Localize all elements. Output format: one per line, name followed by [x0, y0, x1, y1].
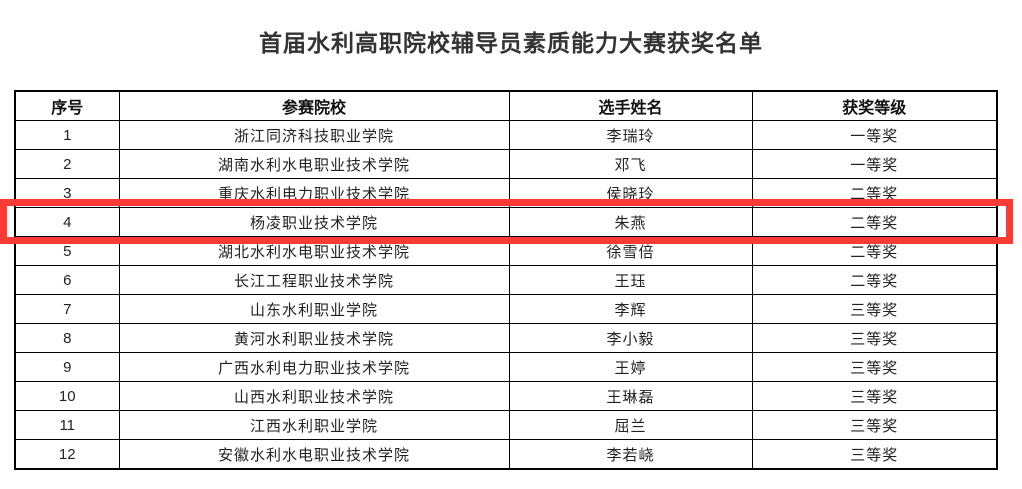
table-cell-no: 4 [14, 207, 120, 237]
table-cell-school: 江西水利职业学院 [118, 410, 510, 440]
table-cell-no: 6 [14, 265, 120, 295]
table-cell-name: 李小毅 [508, 323, 753, 353]
table-cell-school: 湖南水利水电职业技术学院 [118, 149, 510, 179]
table-cell-name: 王婷 [508, 352, 753, 382]
table-cell-award: 三等奖 [751, 323, 998, 353]
table-cell-no: 3 [14, 178, 120, 208]
table-cell-award: 二等奖 [751, 265, 998, 295]
table-cell-no: 1 [14, 120, 120, 150]
table-cell-name: 王珏 [508, 265, 753, 295]
table-cell-no: 8 [14, 323, 120, 353]
table-row: 2 湖南水利水电职业技术学院 邓飞 一等奖 [14, 149, 998, 179]
table-cell-school: 山东水利职业学院 [118, 294, 510, 324]
table-cell-award: 三等奖 [751, 294, 998, 324]
table-row: 6 长江工程职业技术学院 王珏 二等奖 [14, 265, 998, 295]
table-cell-no: 7 [14, 294, 120, 324]
column-header-award: 获奖等级 [751, 90, 998, 121]
table-header-row: 序号 参赛院校 选手姓名 获奖等级 [14, 90, 998, 121]
table-cell-no: 9 [14, 352, 120, 382]
table-cell-name: 屈兰 [508, 410, 753, 440]
table-cell-school: 安徽水利水电职业技术学院 [118, 439, 510, 470]
table-cell-no: 11 [14, 410, 120, 440]
table-cell-school: 广西水利电力职业技术学院 [118, 352, 510, 382]
column-header-index: 序号 [14, 90, 120, 121]
table-row: 9 广西水利电力职业技术学院 王婷 三等奖 [14, 352, 998, 382]
table-row: 8 黄河水利职业技术学院 李小毅 三等奖 [14, 323, 998, 353]
table-row: 11 江西水利职业学院 屈兰 三等奖 [14, 410, 998, 440]
table-cell-award: 三等奖 [751, 410, 998, 440]
table-cell-name: 侯晓玲 [508, 178, 753, 208]
table-cell-award: 一等奖 [751, 149, 998, 179]
table-cell-name: 李辉 [508, 294, 753, 324]
table-cell-school: 湖北水利水电职业技术学院 [118, 236, 510, 266]
table-cell-award: 一等奖 [751, 120, 998, 150]
table-cell-school: 杨凌职业技术学院 [118, 207, 510, 237]
table-cell-school: 重庆水利电力职业技术学院 [118, 178, 510, 208]
table-cell-award: 三等奖 [751, 439, 998, 470]
table-row: 10 山西水利职业技术学院 王琳磊 三等奖 [14, 381, 998, 411]
table-cell-name: 王琳磊 [508, 381, 753, 411]
table-row: 12 安徽水利水电职业技术学院 李若峣 三等奖 [14, 439, 998, 470]
table-cell-award: 二等奖 [751, 236, 998, 266]
table-cell-award: 二等奖 [751, 178, 998, 208]
table-row: 7 山东水利职业学院 李辉 三等奖 [14, 294, 998, 324]
table-cell-school: 黄河水利职业技术学院 [118, 323, 510, 353]
table-row: 4 杨凌职业技术学院 朱燕 二等奖 [14, 207, 998, 237]
table-body: 1 浙江同济科技职业学院 李瑞玲 一等奖 2 湖南水利水电职业技术学院 邓飞 一等奖 3 重庆水利… [14, 120, 998, 470]
table-cell-award: 二等奖 [751, 207, 998, 237]
column-header-name: 选手姓名 [508, 90, 753, 121]
table-cell-no: 5 [14, 236, 120, 266]
table-row: 3 重庆水利电力职业技术学院 侯晓玲 二等奖 [14, 178, 998, 208]
page-title: 首届水利高职院校辅导员素质能力大赛获奖名单 [259, 30, 763, 56]
table-cell-school: 浙江同济科技职业学院 [118, 120, 510, 150]
column-header-school: 参赛院校 [118, 90, 510, 121]
table-cell-school: 山西水利职业技术学院 [118, 381, 510, 411]
table-cell-name: 李若峣 [508, 439, 753, 470]
table-cell-name: 邓飞 [508, 149, 753, 179]
table-row: 1 浙江同济科技职业学院 李瑞玲 一等奖 [14, 120, 998, 150]
table-cell-name: 徐雪倍 [508, 236, 753, 266]
table-cell-no: 2 [14, 149, 120, 179]
table-cell-no: 10 [14, 381, 120, 411]
table-cell-award: 三等奖 [751, 381, 998, 411]
table-cell-name: 李瑞玲 [508, 120, 753, 150]
table-cell-name: 朱燕 [508, 207, 753, 237]
table-row: 5 湖北水利水电职业技术学院 徐雪倍 二等奖 [14, 236, 998, 266]
table-cell-no: 12 [14, 439, 120, 470]
table-cell-award: 三等奖 [751, 352, 998, 382]
awards-table: 序号 参赛院校 选手姓名 获奖等级 1 浙江同济科技职业学院 李瑞玲 一等奖 2 湖南水利… [14, 90, 998, 470]
table-cell-school: 长江工程职业技术学院 [118, 265, 510, 295]
